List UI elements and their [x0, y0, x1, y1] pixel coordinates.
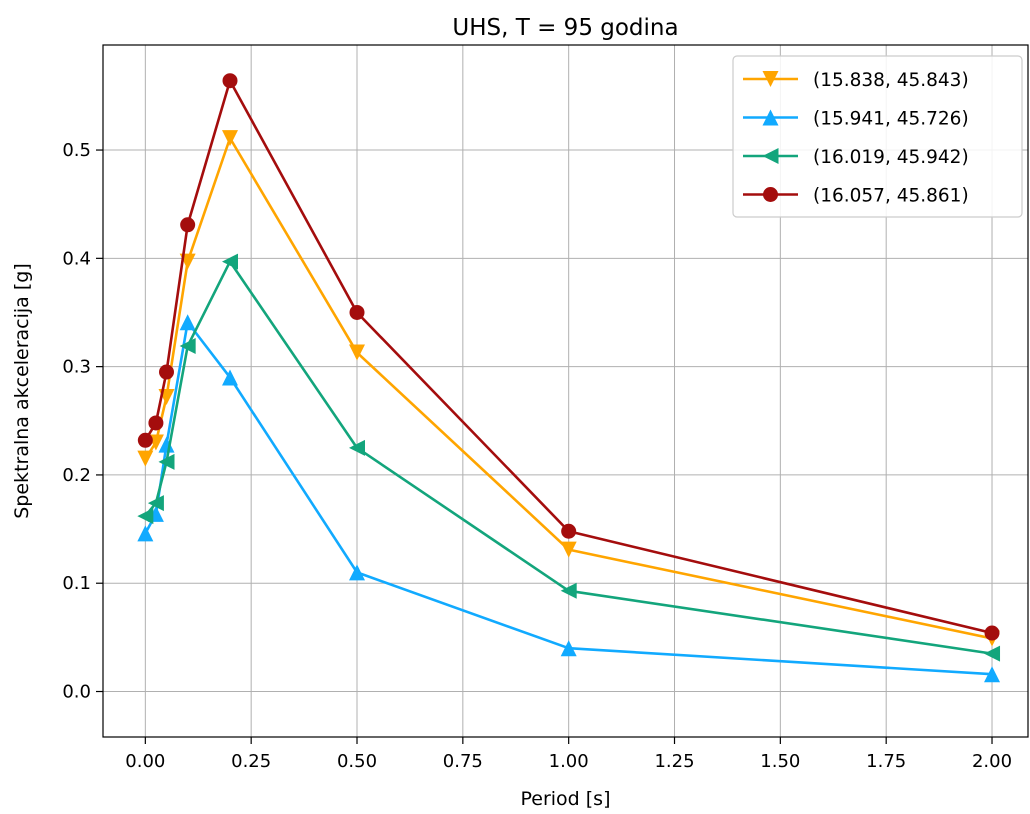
data-point [560, 640, 577, 657]
y-tick-label: 0.4 [62, 248, 91, 269]
data-point [560, 582, 577, 599]
data-point [222, 73, 238, 89]
legend-label: (15.838, 45.843) [813, 70, 969, 91]
data-point [147, 495, 164, 512]
data-point [984, 645, 1001, 662]
data-point [560, 541, 577, 558]
x-tick-label: 1.50 [760, 751, 800, 772]
data-point [159, 364, 175, 380]
legend-item: (15.838, 45.843) [743, 70, 969, 91]
data-point [179, 314, 196, 331]
legend-box [732, 55, 1023, 218]
y-tick-label: 0.0 [62, 682, 91, 703]
data-point [349, 439, 366, 456]
legend-item: (16.019, 45.942) [743, 147, 969, 168]
series-4 [137, 73, 1000, 641]
x-tick-label: 1.25 [654, 751, 694, 772]
y-axis-label: Spektralna akceleracija [g] [11, 263, 33, 519]
x-tick-label: 1.00 [549, 751, 589, 772]
y-tick-label: 0.1 [62, 573, 91, 594]
data-point [137, 432, 153, 448]
legend-label: (16.057, 45.861) [813, 186, 969, 207]
legend-marker [762, 71, 779, 87]
series-3 [137, 253, 1001, 662]
series-line [144, 79, 993, 635]
x-tick-label: 0.25 [231, 751, 271, 772]
legend-item: (16.057, 45.861) [743, 186, 969, 207]
x-tick-label: 0.50 [337, 751, 377, 772]
data-point [158, 436, 175, 453]
series-line [144, 260, 993, 655]
legend-label: (15.941, 45.726) [813, 109, 969, 130]
axis-ticks: 0.00 0.25 0.50 0.75 1.00 1.25 1.50 1.75 2.00 0.0 0… [62, 140, 1012, 772]
plot-frame [102, 44, 1029, 738]
legend-item: (15.941, 45.726) [743, 109, 969, 130]
legend-marker [762, 109, 779, 126]
data-point [137, 508, 154, 525]
data-point [137, 525, 154, 542]
y-tick-label: 0.5 [62, 140, 91, 161]
x-tick-label: 0.75 [443, 751, 483, 772]
data-point [222, 253, 239, 270]
x-tick-label: 2.00 [972, 751, 1012, 772]
legend: (15.838, 45.843) (15.941, 45.726) (16.019,… [732, 55, 1023, 218]
data-point [984, 625, 1000, 641]
x-axis-label: Period [s] [520, 788, 610, 810]
data-point [349, 304, 365, 320]
data-point [349, 344, 366, 361]
series-group [137, 73, 1001, 683]
data-point [180, 217, 196, 233]
x-tick-label: 1.75 [866, 751, 906, 772]
data-point [222, 369, 239, 386]
legend-label: (16.019, 45.942) [813, 147, 969, 168]
legend-marker [762, 148, 779, 164]
data-point [148, 415, 164, 431]
x-tick-label: 0.00 [125, 751, 165, 772]
data-point [984, 666, 1001, 683]
data-point [222, 130, 239, 147]
data-point [349, 564, 366, 581]
data-point [179, 338, 196, 355]
data-point [561, 523, 577, 539]
data-point [137, 450, 154, 467]
y-tick-label: 0.2 [62, 465, 91, 486]
chart-title: UHS, T = 95 godina [452, 15, 678, 41]
data-point [158, 453, 175, 470]
legend-marker [763, 187, 778, 202]
y-tick-label: 0.3 [62, 357, 91, 378]
